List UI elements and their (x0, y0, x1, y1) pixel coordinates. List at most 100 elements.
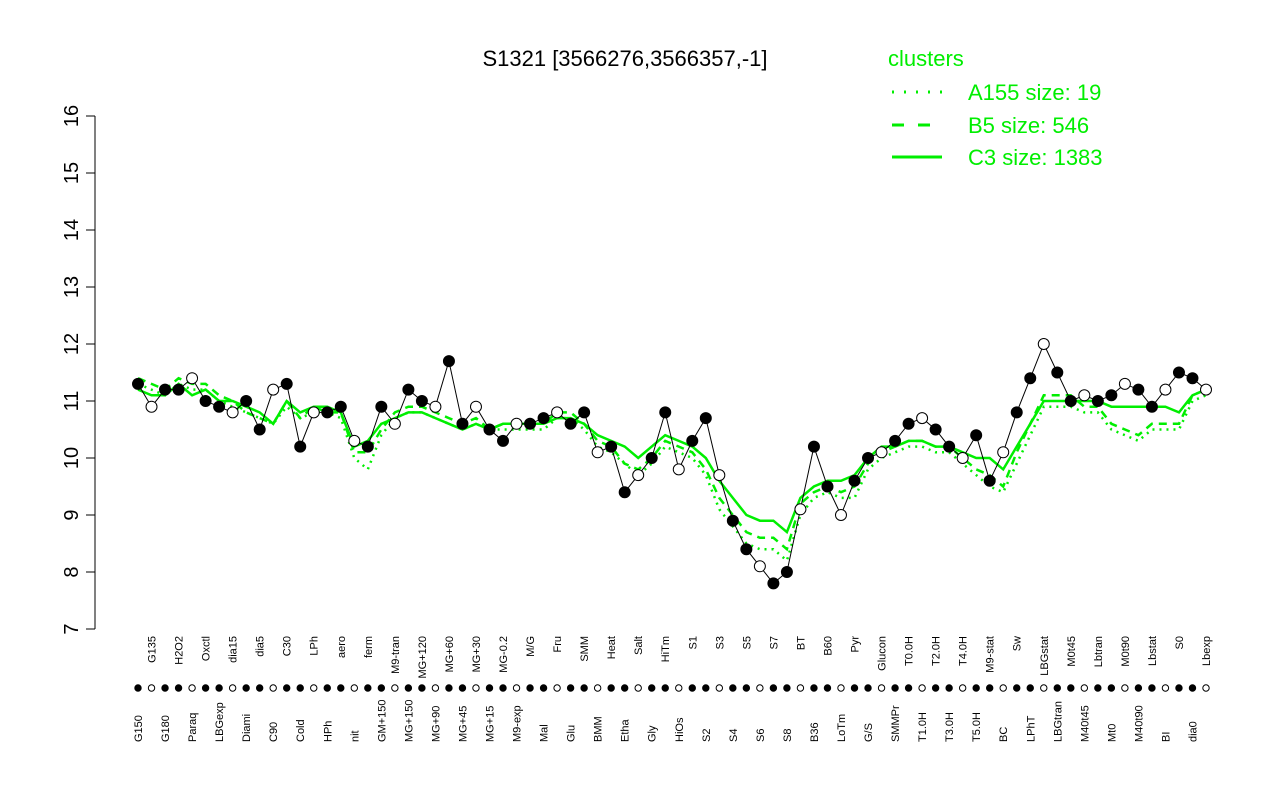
x-tick-dot (485, 684, 494, 692)
data-point (497, 434, 510, 447)
x-tick-dot (458, 684, 467, 692)
x-tick-dot (1067, 684, 1075, 692)
x-tick-dot (1148, 684, 1156, 692)
x-tick-label: Cold (295, 719, 307, 742)
data-point (361, 440, 374, 453)
x-tick-label: MG-0.2 (498, 636, 510, 673)
x-tick-dot (566, 684, 575, 692)
x-tick-label: Salt (633, 636, 645, 655)
x-tick-label: S0 (1174, 636, 1186, 649)
x-tick-label: LBGstat (1039, 636, 1051, 676)
x-tick-label: M0t90 (1120, 636, 1132, 667)
x-tick-label: H2O2 (174, 636, 186, 665)
y-tick-label: 7 (61, 623, 83, 634)
data-point (672, 463, 685, 476)
data-point (726, 514, 739, 527)
x-tick-label: LBGtran (1052, 701, 1064, 742)
x-tick-dot (1026, 684, 1034, 692)
data-point (875, 446, 888, 459)
data-point (605, 440, 618, 453)
data-point (997, 446, 1010, 459)
data-point (564, 417, 577, 430)
x-tick-dot (593, 684, 602, 692)
x-tick-label: T4.0H (958, 636, 970, 666)
x-tick-dot (810, 684, 818, 692)
data-point (213, 400, 226, 413)
data-point (659, 406, 672, 419)
x-tick-dot (729, 684, 737, 692)
data-point (578, 406, 591, 419)
x-tick-dot (472, 684, 480, 692)
x-tick-dot (823, 684, 832, 692)
x-tick-dot (945, 684, 953, 692)
x-tick-label: M/G (525, 636, 537, 657)
x-tick-dot (675, 684, 683, 692)
x-tick-label: C90 (268, 722, 280, 742)
x-tick-dot (783, 684, 791, 692)
x-tick-dot (1202, 684, 1210, 692)
data-point (834, 509, 847, 521)
x-tick-label: Gly (647, 725, 659, 742)
data-point (267, 383, 280, 396)
x-tick-label: S2 (701, 729, 713, 742)
x-tick-dot (648, 684, 656, 692)
x-tick-label: LPhT (1025, 715, 1037, 742)
data-point (469, 400, 482, 413)
x-tick-label: Sw (1012, 636, 1024, 651)
x-tick-dot (499, 684, 507, 692)
x-tick-label: S7 (768, 636, 780, 649)
x-tick-dot (418, 684, 426, 692)
x-tick-label: C30 (282, 636, 294, 656)
x-tick-dot (607, 684, 615, 692)
series-line-solid (137, 382, 1207, 535)
x-tick-dot (620, 684, 629, 692)
x-tick-dot (445, 684, 453, 692)
x-tick-label: BC (998, 727, 1010, 742)
data-point (632, 469, 645, 482)
x-tick-label: T0.0H (904, 636, 916, 666)
x-tick-label: S4 (728, 729, 740, 742)
series-line-dashed (137, 376, 1207, 552)
x-tick-label: G150 (133, 715, 145, 742)
y-axis: 7 8 9 10 11 12 13 14 15 16 (61, 105, 96, 635)
x-tick-dot (134, 684, 142, 692)
data-point (510, 417, 523, 430)
x-tick-label: HiTm (660, 636, 672, 662)
x-tick-label: MG+15 (484, 706, 496, 742)
x-tick-dot (580, 684, 588, 692)
x-tick-label: BT (795, 636, 807, 650)
x-tick-dot (512, 684, 521, 692)
x-tick-dot (756, 684, 764, 692)
x-tick-label: Lbtran (1093, 636, 1105, 667)
data-point (186, 372, 199, 385)
data-point (1078, 389, 1091, 402)
x-tick-dot (634, 684, 642, 692)
data-point (618, 486, 631, 499)
x-tick-dot (269, 684, 277, 692)
legend-label-b5: B5 size: 546 (968, 113, 1089, 138)
y-tick-label: 11 (61, 391, 83, 412)
x-tick-dot (553, 684, 561, 692)
x-tick-dot (1080, 684, 1089, 692)
x-tick-label: G135 (147, 636, 159, 663)
y-tick-label: 16 (61, 105, 83, 127)
data-point (862, 452, 875, 464)
x-tick-label: MG+90 (430, 706, 442, 742)
x-tick-label: S5 (741, 636, 753, 649)
data-point (1132, 383, 1145, 396)
data-point (280, 377, 293, 390)
x-tick-dot (188, 684, 196, 692)
y-tick-label: 12 (61, 333, 83, 355)
data-point (848, 474, 861, 487)
x-tick-label: LPh (309, 636, 321, 656)
x-tick-dot (918, 684, 926, 692)
data-point (388, 417, 401, 430)
data-point (226, 406, 239, 419)
x-tick-label: T1.0H (917, 712, 929, 742)
y-tick-label: 14 (61, 219, 83, 241)
x-tick-dot (391, 684, 399, 692)
data-point (970, 429, 983, 442)
x-tick-label: MG+150 (403, 700, 415, 743)
data-point (794, 503, 807, 516)
